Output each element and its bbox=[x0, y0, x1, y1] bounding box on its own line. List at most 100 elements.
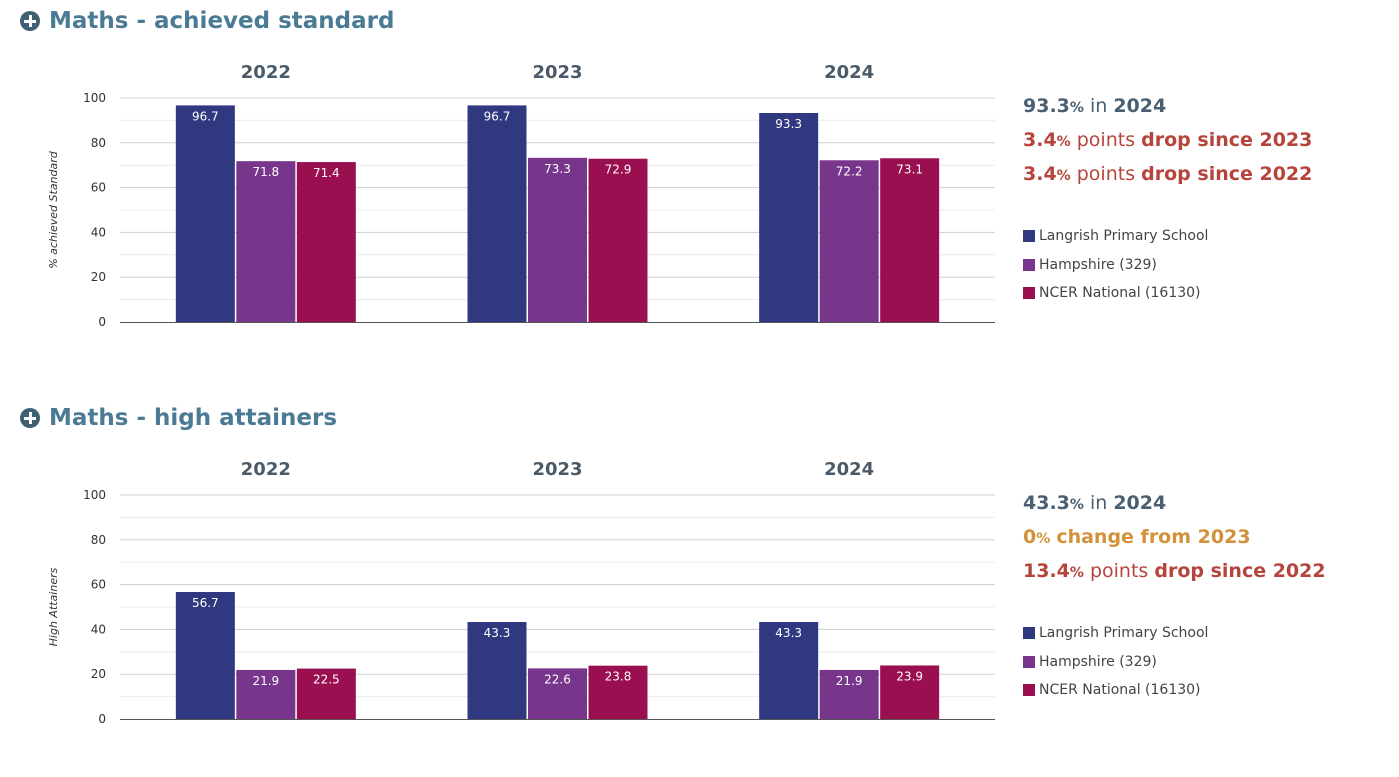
bar bbox=[236, 669, 296, 719]
legend-swatch bbox=[1023, 258, 1035, 271]
bar-chart-high-attainers: 0 20 40 60 80 100 High Attainers 2022 56.7 21.9 22… bbox=[47, 459, 995, 726]
category-label: 2022 bbox=[241, 62, 291, 83]
bar bbox=[819, 160, 879, 322]
legend-item[interactable]: Langrish Primary School bbox=[1023, 619, 1208, 648]
bar bbox=[296, 668, 356, 719]
category-label: 2024 bbox=[824, 62, 874, 83]
data-label: 22.6 bbox=[544, 672, 571, 686]
data-label: 43.3 bbox=[484, 626, 511, 640]
bar bbox=[588, 665, 648, 719]
summary-unit: % bbox=[1056, 168, 1071, 184]
summary-connector: points bbox=[1070, 129, 1142, 151]
y-tick-label: 20 bbox=[91, 270, 106, 284]
y-tick-label: 0 bbox=[98, 315, 106, 329]
legend-item[interactable]: Hampshire (329) bbox=[1023, 251, 1208, 280]
summary-connector: in bbox=[1083, 95, 1114, 117]
data-label: 73.3 bbox=[544, 162, 571, 176]
summary-value: 93.3 bbox=[1023, 95, 1070, 117]
summary-value: 3.4 bbox=[1023, 129, 1057, 151]
summary-tail: drop since 2022 bbox=[1154, 560, 1326, 582]
section-header-high-attainers[interactable]: Maths - high attainers bbox=[20, 403, 337, 433]
bar bbox=[880, 665, 940, 719]
summary-unit: % bbox=[1069, 100, 1084, 116]
summary-tail: drop since 2022 bbox=[1141, 163, 1313, 185]
category-label: 2024 bbox=[824, 459, 874, 480]
summary-line: 13.4% points drop since 2022 bbox=[1023, 555, 1326, 589]
data-label: 93.3 bbox=[775, 117, 802, 131]
summary-line: 3.4% points drop since 2023 bbox=[1023, 124, 1312, 158]
plus-circle-icon[interactable] bbox=[20, 11, 40, 31]
y-tick-label: 0 bbox=[98, 712, 106, 726]
legend-label: Hampshire (329) bbox=[1039, 256, 1157, 273]
data-label: 71.4 bbox=[313, 166, 340, 180]
legend-item[interactable]: Langrish Primary School bbox=[1023, 222, 1208, 251]
bar bbox=[175, 105, 235, 322]
legend-high-attainers: Langrish Primary School Hampshire (329) NC… bbox=[1023, 619, 1208, 705]
summary-line: 0% change from 2023 bbox=[1023, 521, 1326, 555]
legend-label: Hampshire (329) bbox=[1039, 653, 1157, 670]
bar bbox=[528, 668, 587, 719]
legend-swatch bbox=[1023, 684, 1035, 697]
maths-achieved-standard-section: Maths - achieved standard 0 20 40 60 80 100 % … bbox=[0, 0, 1399, 380]
plus-circle-icon[interactable] bbox=[20, 408, 40, 428]
data-label: 96.7 bbox=[192, 109, 219, 123]
summary-unit: % bbox=[1069, 497, 1084, 513]
y-tick-label: 40 bbox=[91, 622, 106, 636]
category-label: 2023 bbox=[532, 459, 582, 480]
data-label: 96.7 bbox=[484, 109, 511, 123]
summary-connector: in bbox=[1083, 492, 1114, 514]
bar bbox=[759, 622, 819, 719]
y-tick-label: 100 bbox=[83, 91, 106, 105]
y-tick-label: 60 bbox=[91, 578, 106, 592]
summary-line: 43.3% in 2024 bbox=[1023, 487, 1326, 521]
category-label: 2022 bbox=[241, 459, 291, 480]
legend-swatch bbox=[1023, 230, 1035, 243]
y-tick-label: 80 bbox=[91, 533, 106, 547]
y-axis-label: % achieved Standard bbox=[47, 150, 60, 269]
y-tick-label: 60 bbox=[91, 181, 106, 195]
bar bbox=[467, 105, 527, 322]
summary-tail: 2024 bbox=[1113, 492, 1167, 514]
bar bbox=[467, 622, 527, 719]
data-label: 21.9 bbox=[252, 674, 279, 688]
summary-line: 93.3% in 2024 bbox=[1023, 90, 1312, 124]
legend-item[interactable]: NCER National (16130) bbox=[1023, 676, 1208, 705]
data-label: 71.8 bbox=[252, 165, 279, 179]
bar bbox=[528, 157, 587, 322]
section-header-achieved-standard[interactable]: Maths - achieved standard bbox=[20, 6, 394, 36]
legend-label: Langrish Primary School bbox=[1039, 228, 1209, 245]
summary-unit: % bbox=[1069, 565, 1084, 581]
summary-line: 3.4% points drop since 2022 bbox=[1023, 158, 1312, 192]
summary-value: 13.4 bbox=[1023, 560, 1070, 582]
y-tick-label: 40 bbox=[91, 225, 106, 239]
bar-chart-achieved-standard: 0 20 40 60 80 100 % achieved Standard 2022 96.7 7… bbox=[47, 62, 995, 329]
summary-unit: % bbox=[1036, 531, 1051, 547]
section-title: Maths - high attainers bbox=[49, 405, 338, 431]
bar bbox=[175, 591, 235, 719]
legend-achieved-standard: Langrish Primary School Hampshire (329) NC… bbox=[1023, 222, 1208, 308]
data-label: 23.9 bbox=[896, 669, 923, 683]
legend-swatch bbox=[1023, 655, 1035, 668]
summary-unit: % bbox=[1056, 134, 1071, 150]
section-title: Maths - achieved standard bbox=[49, 8, 395, 34]
summary-connector: points bbox=[1070, 163, 1142, 185]
summary-tail: change from 2023 bbox=[1056, 526, 1251, 548]
bar bbox=[588, 158, 648, 322]
bar bbox=[819, 669, 879, 719]
y-tick-label: 80 bbox=[91, 136, 106, 150]
data-label: 72.9 bbox=[605, 163, 632, 177]
summary-value: 0 bbox=[1023, 526, 1037, 548]
maths-high-attainers-section: Maths - high attainers 0 20 40 60 80 100 High … bbox=[0, 397, 1399, 777]
data-label: 43.3 bbox=[775, 626, 802, 640]
summary-value: 3.4 bbox=[1023, 163, 1057, 185]
legend-item[interactable]: NCER National (16130) bbox=[1023, 279, 1208, 308]
bar bbox=[296, 162, 356, 322]
y-tick-label: 20 bbox=[91, 667, 106, 681]
legend-item[interactable]: Hampshire (329) bbox=[1023, 648, 1208, 677]
summary-tail: 2024 bbox=[1113, 95, 1167, 117]
summary-tail: drop since 2023 bbox=[1141, 129, 1313, 151]
legend-label: NCER National (16130) bbox=[1039, 285, 1201, 302]
data-label: 23.8 bbox=[605, 670, 632, 684]
legend-swatch bbox=[1023, 627, 1035, 640]
data-label: 21.9 bbox=[836, 674, 863, 688]
